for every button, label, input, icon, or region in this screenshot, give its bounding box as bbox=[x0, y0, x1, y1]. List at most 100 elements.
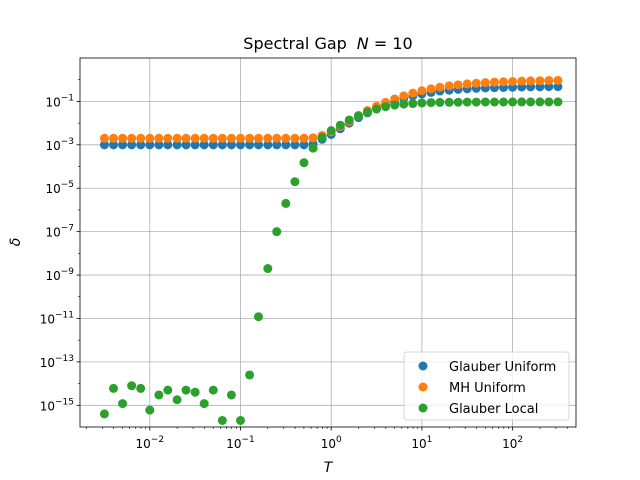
y-tick-label: 10−1 bbox=[45, 93, 74, 109]
data-point bbox=[208, 140, 218, 150]
data-point bbox=[299, 140, 309, 150]
data-point bbox=[499, 97, 509, 107]
data-point bbox=[372, 104, 382, 114]
data-point bbox=[136, 133, 146, 143]
x-tick-label-exponent: −2 bbox=[151, 435, 164, 445]
data-point bbox=[290, 133, 300, 143]
data-point bbox=[145, 133, 155, 143]
x-tick-label: 100 bbox=[321, 435, 342, 451]
data-point bbox=[453, 97, 463, 107]
data-point bbox=[172, 395, 182, 405]
data-point bbox=[181, 385, 191, 395]
data-point bbox=[308, 133, 318, 143]
chart-title-n-value: = 10 bbox=[369, 34, 413, 53]
data-point bbox=[399, 99, 409, 109]
x-tick-label-base: 10 bbox=[136, 437, 151, 451]
data-point bbox=[172, 133, 182, 143]
data-point bbox=[245, 140, 255, 150]
chart-title-n-symbol: N bbox=[357, 34, 369, 53]
data-point bbox=[435, 82, 445, 92]
data-point bbox=[226, 133, 236, 143]
data-point bbox=[544, 75, 554, 85]
data-point bbox=[535, 97, 545, 107]
data-point bbox=[508, 76, 518, 86]
data-point bbox=[399, 91, 409, 101]
data-point bbox=[408, 99, 418, 109]
legend-label: Glauber Local bbox=[449, 402, 538, 417]
data-point bbox=[444, 97, 454, 107]
x-tick-label-exponent: 0 bbox=[336, 435, 342, 445]
data-point bbox=[480, 78, 490, 88]
x-tick-label-base: 10 bbox=[502, 437, 517, 451]
data-point bbox=[190, 140, 200, 150]
y-tick-label: 10−13 bbox=[40, 354, 74, 370]
x-tick-label: 10−1 bbox=[226, 435, 255, 451]
x-tick-label-base: 10 bbox=[321, 437, 336, 451]
data-point bbox=[272, 227, 282, 237]
data-point bbox=[199, 399, 209, 409]
data-point bbox=[181, 140, 191, 150]
data-point bbox=[489, 77, 499, 87]
y-tick-label-base: 10 bbox=[45, 226, 60, 240]
data-point bbox=[263, 133, 273, 143]
data-point bbox=[426, 84, 436, 94]
y-tick-label-exponent: −9 bbox=[61, 267, 75, 277]
data-point bbox=[254, 140, 264, 150]
data-point bbox=[308, 143, 318, 153]
y-tick-label-base: 10 bbox=[45, 139, 60, 153]
data-point bbox=[462, 97, 472, 107]
x-tick-label-exponent: −1 bbox=[241, 435, 254, 445]
data-point bbox=[408, 88, 418, 98]
data-point bbox=[127, 381, 137, 391]
y-tick-label-exponent: −3 bbox=[61, 137, 74, 147]
data-point bbox=[272, 133, 282, 143]
data-point bbox=[163, 140, 173, 150]
data-point bbox=[381, 102, 391, 112]
data-point bbox=[154, 140, 164, 150]
data-point bbox=[290, 140, 300, 150]
data-point bbox=[480, 97, 490, 107]
x-tick-label: 101 bbox=[411, 435, 432, 451]
data-point bbox=[553, 97, 563, 107]
data-point bbox=[553, 75, 563, 85]
data-point bbox=[535, 76, 545, 86]
data-point bbox=[417, 86, 427, 96]
data-point bbox=[444, 81, 454, 91]
legend-label: Glauber Uniform bbox=[449, 360, 556, 375]
data-point bbox=[109, 140, 119, 150]
y-tick-label-base: 10 bbox=[40, 356, 55, 370]
data-point bbox=[235, 133, 245, 143]
data-point bbox=[245, 133, 255, 143]
data-point bbox=[199, 133, 209, 143]
data-point bbox=[326, 126, 336, 136]
data-point bbox=[109, 133, 119, 143]
data-point bbox=[390, 100, 400, 110]
data-point bbox=[508, 97, 518, 107]
x-tick-label: 102 bbox=[502, 435, 523, 451]
data-point bbox=[471, 97, 481, 107]
data-point bbox=[208, 385, 218, 395]
y-tick-label-base: 10 bbox=[45, 182, 60, 196]
y-tick-label: 10−9 bbox=[45, 267, 74, 283]
data-point bbox=[118, 140, 128, 150]
data-point bbox=[272, 140, 282, 150]
x-tick-label-base: 10 bbox=[226, 437, 241, 451]
data-point bbox=[426, 98, 436, 108]
data-point bbox=[99, 133, 109, 143]
data-point bbox=[226, 390, 236, 400]
data-point bbox=[281, 133, 291, 143]
legend-box bbox=[403, 351, 570, 421]
data-point bbox=[217, 140, 227, 150]
data-point bbox=[154, 390, 164, 400]
legend-label: MH Uniform bbox=[449, 381, 526, 396]
data-point bbox=[235, 140, 245, 150]
x-tick-label: 10−2 bbox=[136, 435, 165, 451]
y-tick-label: 10−3 bbox=[45, 137, 74, 153]
y-tick-label-exponent: −1 bbox=[61, 93, 74, 103]
y-tick-label-base: 10 bbox=[40, 399, 55, 413]
chart-title: Spectral Gap N = 10 bbox=[243, 34, 412, 53]
data-point bbox=[263, 264, 273, 274]
data-point bbox=[254, 133, 264, 143]
data-point bbox=[118, 399, 128, 409]
